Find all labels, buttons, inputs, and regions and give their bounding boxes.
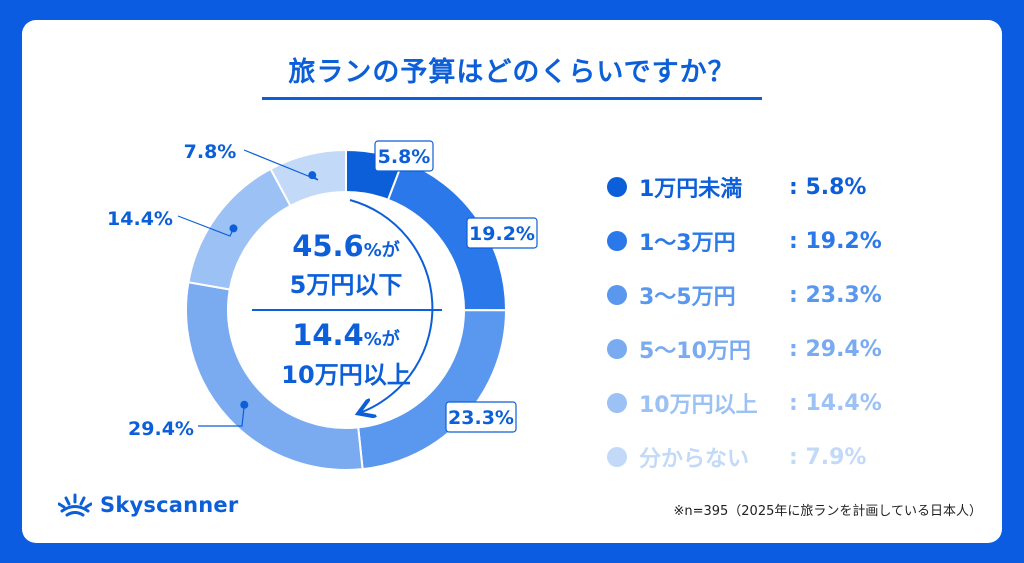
title-underline [262, 97, 762, 100]
legend-item: 1〜3万円 : 19.2% [607, 214, 882, 268]
callout-line-4 [198, 404, 245, 427]
value-label-6: 7.8% [184, 141, 237, 163]
value-label-1: 5.8% [378, 146, 431, 168]
legend-value: : 19.2% [789, 228, 882, 254]
value-label-4: 29.4% [128, 418, 194, 440]
center-stat-1-label: 5万円以下 [290, 271, 403, 299]
legend-value: : 14.4% [789, 390, 882, 416]
callout-dot-4 [240, 400, 249, 409]
legend-value: : 5.8% [789, 174, 867, 200]
donut-slice-5 [187, 167, 292, 291]
skyscanner-logo: Skyscanner [58, 493, 238, 517]
legend-label: 10万円以上 [639, 393, 758, 418]
legend-value: : 29.4% [789, 336, 882, 362]
logo-text: Skyscanner [100, 493, 239, 517]
legend-dot [607, 177, 627, 197]
legend-dot [607, 339, 627, 359]
donut-slice-6 [269, 148, 347, 208]
value-label-3: 23.3% [448, 407, 514, 429]
center-stat-2-label: 10万円以上 [281, 361, 410, 389]
sample-note: ※n=395（2025年に旅ランを計画している日本人） [673, 504, 982, 519]
sunrise-icon [58, 493, 92, 517]
legend-label: 5〜10万円 [639, 339, 751, 364]
legend-dot [607, 393, 627, 413]
legend-item: 分からない : 7.9% [607, 430, 882, 484]
legend-label: 1万円未満 [639, 177, 743, 202]
value-label-5: 14.4% [107, 208, 173, 230]
value-label-2: 19.2% [469, 223, 535, 245]
center-stat-2: 14.4%が [292, 318, 400, 352]
legend-label: 分からない [639, 447, 750, 472]
center-stat-1: 45.6%が [292, 229, 400, 263]
value-label-box-3 [445, 401, 517, 433]
callout-dot-6 [308, 171, 317, 180]
legend-value: : 7.9% [789, 444, 867, 470]
legend-item: 5〜10万円 : 29.4% [607, 322, 882, 376]
legend-item: 10万円以上 : 14.4% [607, 376, 882, 430]
legend-label: 3〜5万円 [639, 285, 736, 310]
legend-dot [607, 285, 627, 305]
callout-dot-5 [229, 224, 238, 233]
legend-value: : 23.3% [789, 282, 882, 308]
legend-label: 1〜3万円 [639, 231, 736, 256]
value-label-box-2 [466, 217, 538, 249]
legend: 1万円未満 : 5.8% 1〜3万円 : 19.2% 3〜5万円 : 23.3% 5〜10万… [607, 160, 882, 484]
legend-item: 1万円未満 : 5.8% [607, 160, 882, 214]
chart-title: 旅ランの予算はどのくらいですか？ [288, 57, 736, 88]
card [22, 20, 1002, 543]
legend-item: 3〜5万円 : 23.3% [607, 268, 882, 322]
legend-dot [607, 231, 627, 251]
legend-dot [607, 447, 627, 467]
center-arrow [349, 199, 434, 412]
value-label-box-1 [374, 140, 434, 172]
